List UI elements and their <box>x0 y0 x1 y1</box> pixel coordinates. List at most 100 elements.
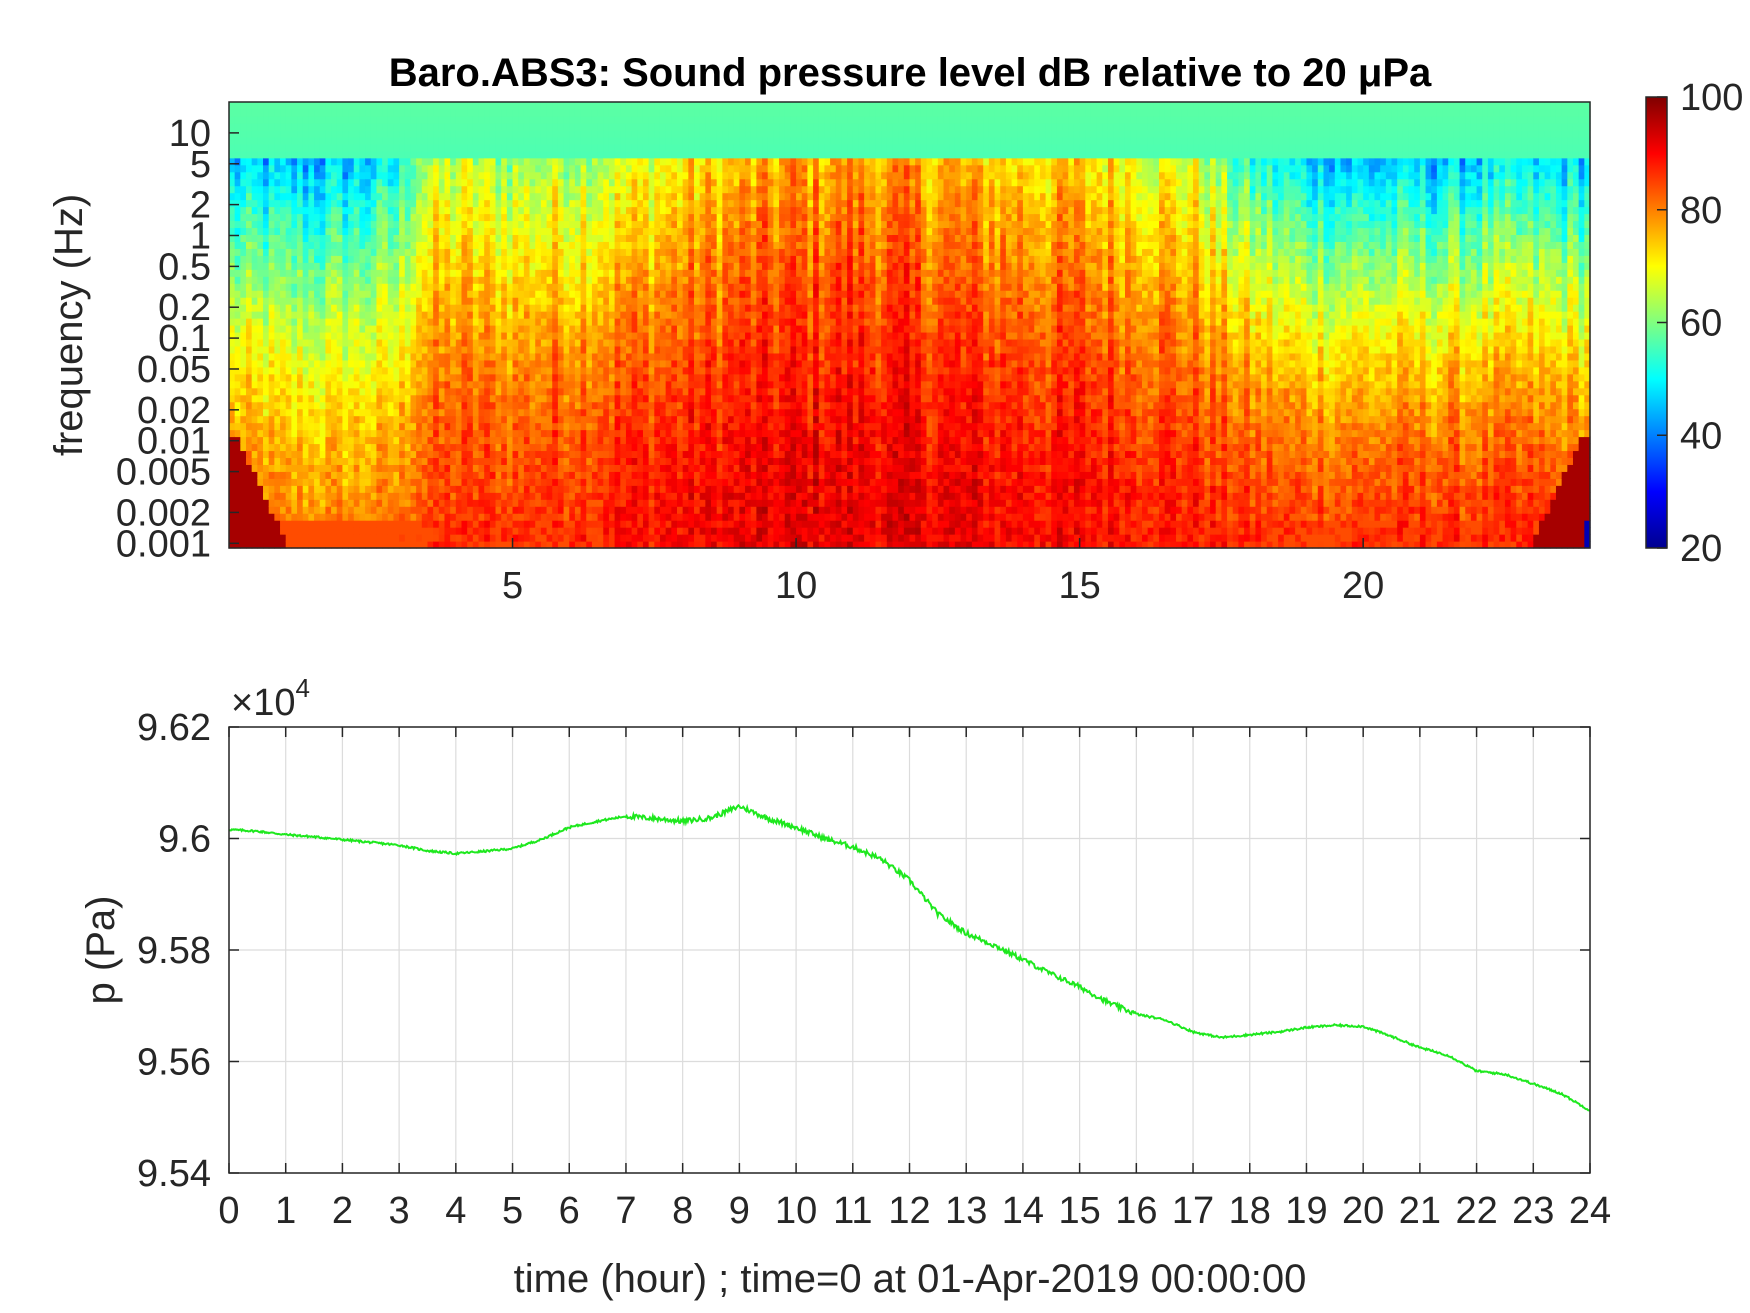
heatmap-cell <box>546 234 553 242</box>
heatmap-cell <box>382 366 389 375</box>
heatmap-cell <box>523 269 531 277</box>
heatmap-cell <box>410 164 417 173</box>
heatmap-cell <box>625 157 633 166</box>
heatmap-cell <box>376 199 383 208</box>
heatmap-cell <box>325 206 332 215</box>
heatmap-cell <box>620 394 627 403</box>
heatmap-cell <box>529 102 536 110</box>
heatmap-cell <box>659 122 667 131</box>
heatmap-cell <box>229 206 236 215</box>
heatmap-cell <box>387 492 395 500</box>
heatmap-cell <box>552 394 559 403</box>
heatmap-cell <box>552 415 559 424</box>
heatmap-cell <box>438 178 446 187</box>
heatmap-cell <box>478 352 485 361</box>
heatmap-cell <box>297 248 304 256</box>
heatmap-cell <box>348 366 355 375</box>
heatmap-cell <box>416 408 423 417</box>
heatmap-cell <box>382 338 389 347</box>
heatmap-cell <box>557 366 565 375</box>
heatmap-cell <box>631 136 638 145</box>
heatmap-cell <box>450 331 457 340</box>
heatmap-cell <box>359 178 366 187</box>
heatmap-cell <box>404 331 412 340</box>
heatmap-cell <box>291 185 298 194</box>
heatmap-cell <box>353 373 361 382</box>
heatmap-cell <box>603 415 610 424</box>
heatmap-cell <box>421 492 429 500</box>
heatmap-cell <box>642 171 650 180</box>
heatmap-cell <box>637 178 644 187</box>
heatmap-cell <box>421 108 429 117</box>
heatmap-cell <box>314 485 321 493</box>
heatmap-cell <box>416 325 423 333</box>
heatmap-cell <box>574 290 582 298</box>
heatmap-cell <box>376 227 383 236</box>
heatmap-cell <box>285 415 292 424</box>
heatmap-cell <box>229 478 236 486</box>
heatmap-cell <box>569 150 576 159</box>
heatmap-cell <box>614 283 621 291</box>
heatmap-cell <box>467 290 474 298</box>
heatmap-cell <box>427 115 434 124</box>
heatmap-cell <box>302 520 309 528</box>
heatmap-cell <box>399 464 406 472</box>
heatmap-cell <box>421 429 429 438</box>
heatmap-cell <box>427 506 434 514</box>
heatmap-cell <box>297 108 304 117</box>
heatmap-cell <box>285 527 292 535</box>
heatmap-cell <box>280 185 287 194</box>
heatmap-cell <box>659 373 667 382</box>
heatmap-cell <box>302 192 309 201</box>
heatmap-cell <box>348 527 355 535</box>
heatmap-cell <box>302 241 309 249</box>
heatmap-cell <box>461 394 468 403</box>
heatmap-cell <box>410 422 417 431</box>
heatmap-cell <box>631 143 638 152</box>
heatmap-cell <box>484 241 491 249</box>
heatmap-cell <box>387 380 395 389</box>
heatmap-cell <box>569 429 576 438</box>
heatmap-cell <box>665 143 672 152</box>
heatmap-cell <box>319 206 326 215</box>
heatmap-cell <box>603 248 610 256</box>
heatmap-cell <box>620 443 627 452</box>
heatmap-cell <box>518 108 525 117</box>
heatmap-cell <box>410 513 417 521</box>
heatmap-cell <box>523 359 531 368</box>
heatmap-cell <box>365 338 372 347</box>
heatmap-cell <box>671 541 678 549</box>
heatmap-cell <box>467 352 474 361</box>
heatmap-cell <box>314 213 321 222</box>
heatmap-cell <box>484 387 491 396</box>
heatmap-cell <box>246 185 253 194</box>
heatmap-cell <box>404 345 412 354</box>
heatmap-cell <box>438 297 446 305</box>
heatmap-cell <box>546 485 553 493</box>
heatmap-cell <box>608 366 616 375</box>
heatmap-cell <box>489 499 497 507</box>
heatmap-cell <box>297 492 304 500</box>
heatmap-cell <box>421 436 429 445</box>
heatmap-cell <box>648 345 655 354</box>
heatmap-cell <box>535 199 542 208</box>
heatmap-cell <box>240 283 247 291</box>
heatmap-cell <box>421 513 429 521</box>
heatmap-cell <box>495 478 502 486</box>
heatmap-cell <box>552 401 559 410</box>
heatmap-cell <box>512 380 519 389</box>
heatmap-cell <box>552 520 559 528</box>
heatmap-cell <box>319 331 326 340</box>
heatmap-cell <box>359 338 366 347</box>
heatmap-cell <box>597 213 604 222</box>
heatmap-cell <box>353 102 361 110</box>
heatmap-cell <box>240 248 247 256</box>
heatmap-cell <box>302 269 309 277</box>
heatmap-cell <box>421 283 429 291</box>
heatmap-cell <box>467 422 474 431</box>
heatmap-cell <box>331 297 338 305</box>
heatmap-cell <box>467 220 474 229</box>
heatmap-cell <box>512 234 519 242</box>
heatmap-cell <box>625 345 633 354</box>
heatmap-cell <box>659 450 667 459</box>
